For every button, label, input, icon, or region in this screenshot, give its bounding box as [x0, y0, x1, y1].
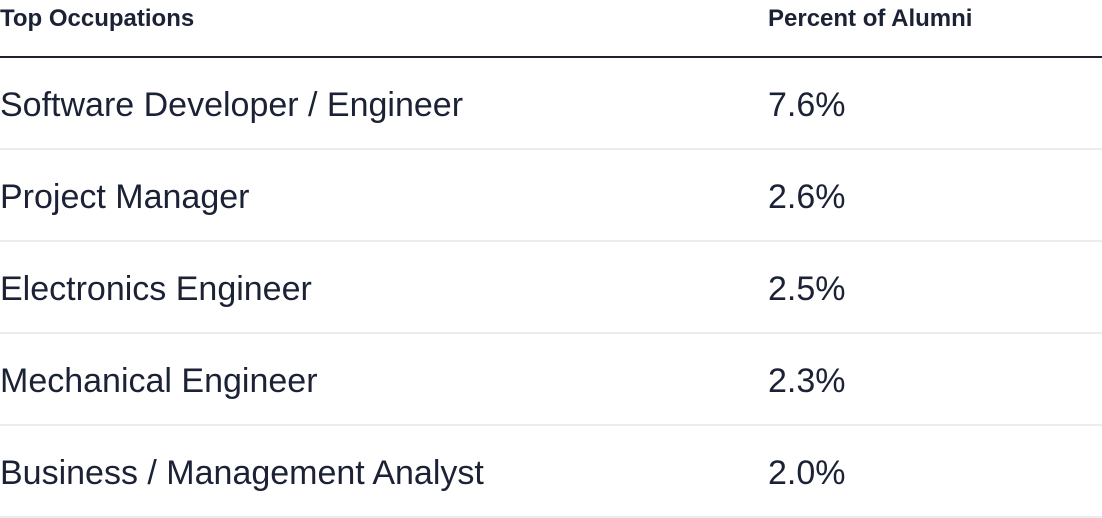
table-row: Electronics Engineer 2.5% — [0, 242, 1102, 334]
percent-cell: 2.5% — [768, 270, 846, 308]
table-header-row: Top Occupations Percent of Alumni — [0, 0, 1102, 58]
table-row: Software Developer / Engineer 7.6% — [0, 58, 1102, 150]
percent-column-header: Percent of Alumni — [768, 5, 973, 32]
percent-cell: 2.0% — [768, 454, 846, 492]
occupation-column-header: Top Occupations — [0, 5, 195, 32]
occupation-cell: Project Manager — [0, 178, 250, 216]
table-row: Project Manager 2.6% — [0, 150, 1102, 242]
percent-cell: 7.6% — [768, 86, 846, 124]
occupation-cell: Software Developer / Engineer — [0, 86, 464, 124]
table-row: Business / Management Analyst 2.0% — [0, 426, 1102, 518]
occupation-cell: Mechanical Engineer — [0, 362, 318, 400]
percent-cell: 2.3% — [768, 362, 846, 400]
percent-cell: 2.6% — [768, 178, 846, 216]
table-row: Mechanical Engineer 2.3% — [0, 334, 1102, 426]
occupation-cell: Business / Management Analyst — [0, 454, 484, 492]
occupation-cell: Electronics Engineer — [0, 270, 312, 308]
